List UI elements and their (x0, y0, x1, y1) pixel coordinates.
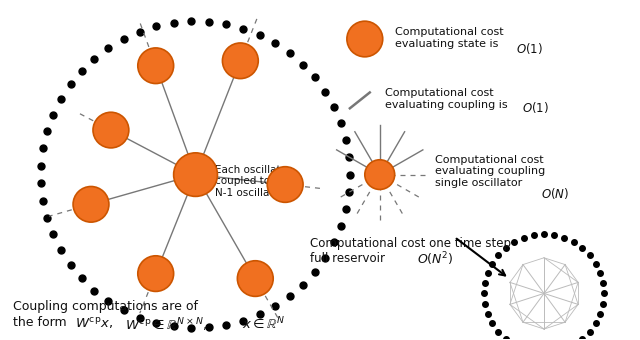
Text: Computational cost one time step
full reservoir: Computational cost one time step full re… (310, 237, 511, 265)
Text: Computational cost
evaluating coupling is: Computational cost evaluating coupling i… (385, 88, 511, 110)
Circle shape (223, 43, 259, 79)
Text: $\mathit{O(N)}$: $\mathit{O(N)}$ (541, 187, 569, 202)
Text: Each oscillator
coupled to
N-1 oscillators: Each oscillator coupled to N-1 oscillato… (216, 165, 292, 198)
Text: $W^{\mathrm{cp}}x,$: $W^{\mathrm{cp}}x,$ (75, 316, 113, 331)
Text: $\mathit{O(1)}$: $\mathit{O(1)}$ (516, 41, 543, 56)
Circle shape (138, 256, 173, 291)
Text: Computational cost
evaluating coupling
single oscillator: Computational cost evaluating coupling s… (435, 155, 545, 188)
Circle shape (237, 261, 273, 296)
Text: $\mathit{O(N^2)}$: $\mathit{O(N^2)}$ (417, 251, 453, 269)
Circle shape (93, 112, 129, 148)
Circle shape (138, 48, 173, 84)
Circle shape (347, 21, 383, 57)
Circle shape (173, 153, 218, 197)
Text: $x \in \mathbb{R}^N$: $x \in \mathbb{R}^N$ (243, 316, 286, 333)
Circle shape (365, 160, 395, 189)
Text: Coupling computations are of: Coupling computations are of (13, 300, 198, 313)
Text: $W^{\mathrm{cp}} \in \mathbb{R}^{N \times N},$: $W^{\mathrm{cp}} \in \mathbb{R}^{N \time… (125, 316, 207, 334)
Text: the form: the form (13, 316, 71, 329)
Text: Computational cost
evaluating state is: Computational cost evaluating state is (395, 27, 503, 49)
Circle shape (73, 187, 109, 222)
Circle shape (268, 167, 303, 202)
Text: $\mathit{O(1)}$: $\mathit{O(1)}$ (522, 100, 549, 115)
